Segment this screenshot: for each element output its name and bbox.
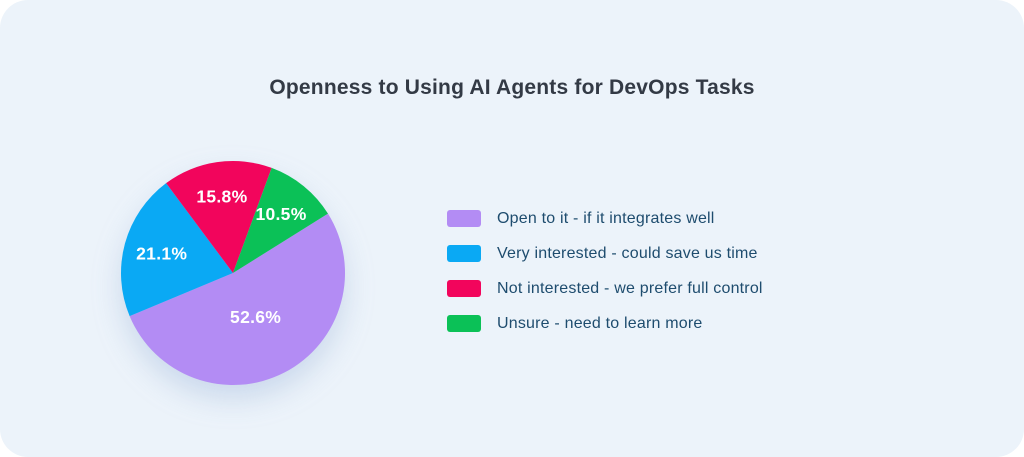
legend-item: Very interested - could save us time bbox=[447, 245, 763, 262]
legend-label: Very interested - could save us time bbox=[497, 245, 758, 262]
legend-swatch bbox=[447, 280, 481, 297]
pie-slice-2 bbox=[121, 183, 233, 317]
pie-percent-label: 10.5% bbox=[255, 204, 306, 224]
legend-item: Open to it - if it integrates well bbox=[447, 210, 763, 227]
legend-label: Open to it - if it integrates well bbox=[497, 210, 715, 227]
legend: Open to it - if it integrates well Very i… bbox=[447, 210, 763, 332]
legend-item: Not interested - we prefer full control bbox=[447, 280, 763, 297]
pie-slice-1 bbox=[129, 213, 346, 386]
pie-percent-label: 21.1% bbox=[136, 243, 187, 263]
legend-label: Unsure - need to learn more bbox=[497, 315, 703, 332]
pie-slice-4 bbox=[233, 167, 328, 273]
legend-swatch bbox=[447, 315, 481, 332]
pie-chart: 52.6% 21.1% 15.8% 10.5% bbox=[121, 161, 346, 386]
pie-chart-svg: 52.6% 21.1% 15.8% 10.5% bbox=[121, 161, 346, 386]
chart-title: Openness to Using AI Agents for DevOps T… bbox=[269, 76, 755, 99]
legend-label: Not interested - we prefer full control bbox=[497, 280, 763, 297]
pie-percent-label: 15.8% bbox=[196, 187, 247, 207]
legend-swatch bbox=[447, 245, 481, 262]
legend-swatch bbox=[447, 210, 481, 227]
pie-slice-3 bbox=[166, 161, 272, 273]
pie-percent-label: 52.6% bbox=[230, 307, 281, 327]
legend-item: Unsure - need to learn more bbox=[447, 315, 763, 332]
